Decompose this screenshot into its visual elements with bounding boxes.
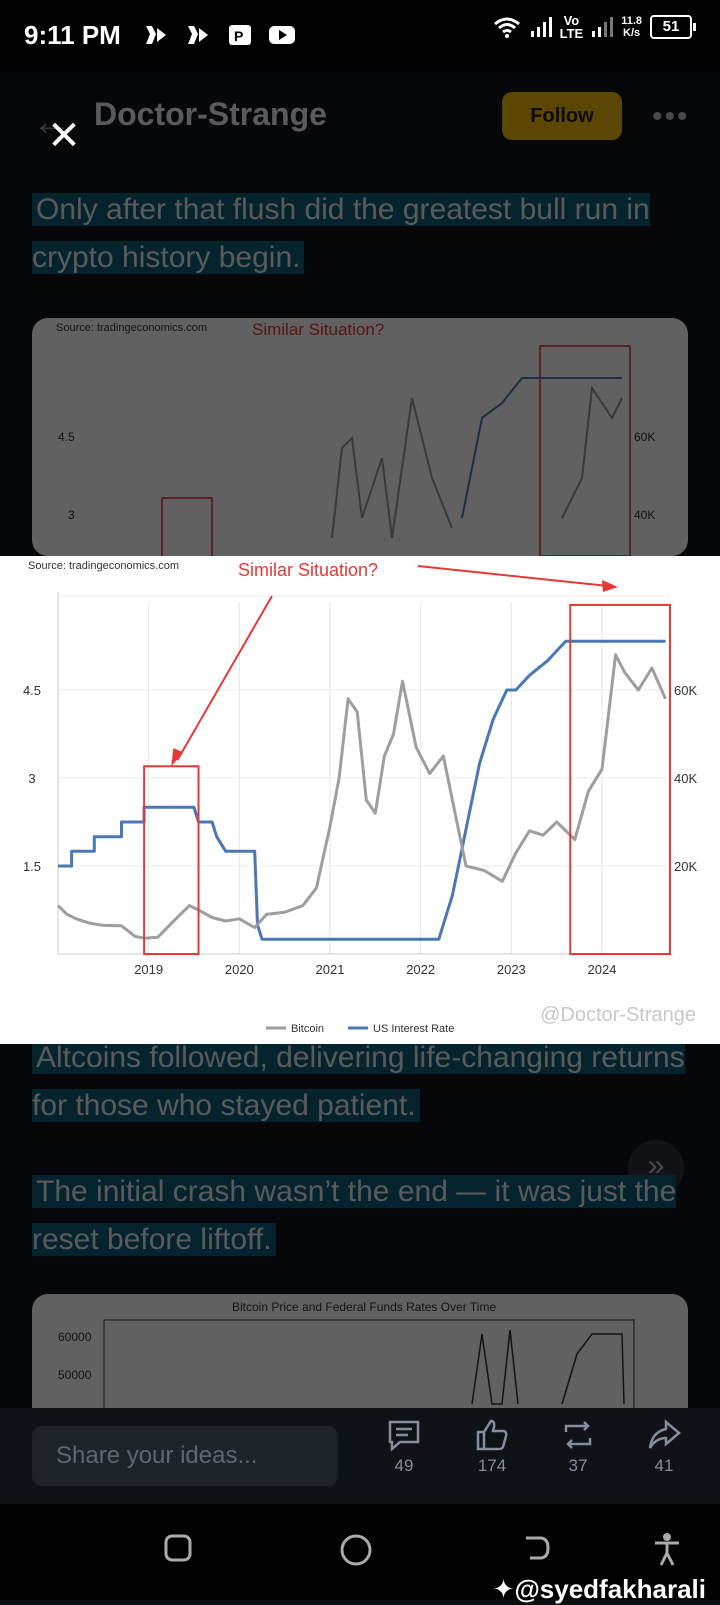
status-time: 9:11 PM (24, 20, 121, 50)
share-ideas-input[interactable] (32, 1426, 338, 1486)
chart-viewer[interactable]: 2019 2020 2021 2022 2023 2024 1.5 3 4.5 20K 40K 60K… (0, 556, 720, 1044)
status-indicators: Vo LTE 11.8 K/s 51 (492, 13, 696, 41)
more-options-icon[interactable]: ••• (652, 100, 690, 133)
x-tick-label: 2023 (497, 962, 526, 977)
highlight-box (143, 765, 200, 955)
annotation-arrowhead (171, 748, 184, 767)
x-tick-label: 2024 (588, 962, 617, 977)
like-button[interactable]: 174 (462, 1418, 522, 1476)
annotation-arrow (176, 595, 273, 761)
highlight-box (569, 603, 671, 956)
svg-text:P: P (234, 28, 243, 44)
chart-card-1[interactable]: Source: tradingeconomics.com Similar Sit… (32, 318, 688, 556)
repost-button[interactable]: 37 (548, 1418, 608, 1476)
repost-icon (564, 1421, 592, 1449)
card2-chart-lines (103, 1319, 635, 1408)
paragraph-1: Only after that flush did the greatest b… (32, 193, 650, 274)
signal-icon (592, 17, 614, 37)
annotation-arrow (417, 565, 609, 587)
x-tick-label: 2021 (316, 962, 345, 977)
notification-icons: P (142, 22, 296, 48)
share-icon (648, 1419, 681, 1449)
chart-annotation: Similar Situation? (238, 560, 379, 580)
repost-count: 37 (568, 1456, 588, 1475)
share-count: 41 (654, 1456, 674, 1475)
x-tick-label: 2022 (406, 962, 435, 977)
app-notification-icon (188, 26, 208, 44)
bottom-action-bar: 49 174 37 41 (0, 1408, 720, 1504)
parking-app-icon: P (229, 25, 251, 45)
y-left-tick-label: 3 (28, 771, 35, 786)
status-bar: 9:11 PM P Vo LTE 11.8 K/s 51 (0, 0, 720, 72)
y-left-tick-label: 1.5 (23, 859, 41, 874)
network-speed: 11.8 K/s (621, 15, 642, 39)
youtube-icon (269, 26, 295, 44)
y-right-tick-label: 60K (674, 683, 697, 698)
close-icon[interactable]: ✕ (47, 114, 81, 158)
annotation-arrowhead (602, 580, 618, 592)
back-nav-icon[interactable] (520, 1532, 552, 1564)
screenshot-watermark: ✦@syedfakharali (492, 1574, 706, 1604)
y-left-tick-label: 4.5 (23, 683, 41, 698)
wifi-icon (493, 17, 520, 38)
line-chart: 2019 2020 2021 2022 2023 2024 1.5 3 4.5 20K 40K 60K… (23, 565, 697, 1035)
share-button[interactable]: 41 (634, 1418, 694, 1476)
paragraph-3: The initial crash wasn’t the end — it wa… (32, 1175, 677, 1256)
chart-watermark: @Doctor-Strange (540, 1004, 696, 1026)
thumbs-up-icon (476, 1419, 508, 1451)
paragraph-2: Altcoins followed, delivering life-chang… (32, 1041, 685, 1122)
legend-interest-rate-label: US Interest Rate (373, 1023, 454, 1035)
signal-icon (530, 17, 552, 37)
home-icon[interactable] (338, 1532, 374, 1568)
legend-bitcoin-label: Bitcoin (291, 1023, 324, 1035)
volte-label: Vo LTE (559, 13, 584, 41)
y-right-tick-label: 40K (674, 771, 697, 786)
author-name[interactable]: Doctor-Strange (94, 96, 327, 132)
accessibility-icon[interactable] (652, 1532, 682, 1566)
comment-button[interactable]: 49 (374, 1418, 434, 1476)
comment-count: 49 (394, 1456, 414, 1475)
follow-button[interactable]: Follow (502, 92, 622, 140)
chart-source: Source: tradingeconomics.com (28, 560, 180, 572)
navigation-bar (0, 1504, 720, 1600)
x-tick-label: 2019 (134, 962, 163, 977)
x-tick-label: 2020 (225, 962, 254, 977)
like-count: 174 (477, 1456, 507, 1475)
y-right-tick-label: 20K (674, 859, 697, 874)
recents-icon[interactable] (162, 1532, 194, 1564)
battery-indicator: 51 (650, 15, 696, 39)
chart-card-2[interactable]: Bitcoin Price and Federal Funds Rates Ov… (32, 1294, 688, 1408)
app-notification-icon (146, 26, 166, 44)
bg-chart-lines (161, 345, 631, 556)
comment-icon (388, 1420, 420, 1452)
